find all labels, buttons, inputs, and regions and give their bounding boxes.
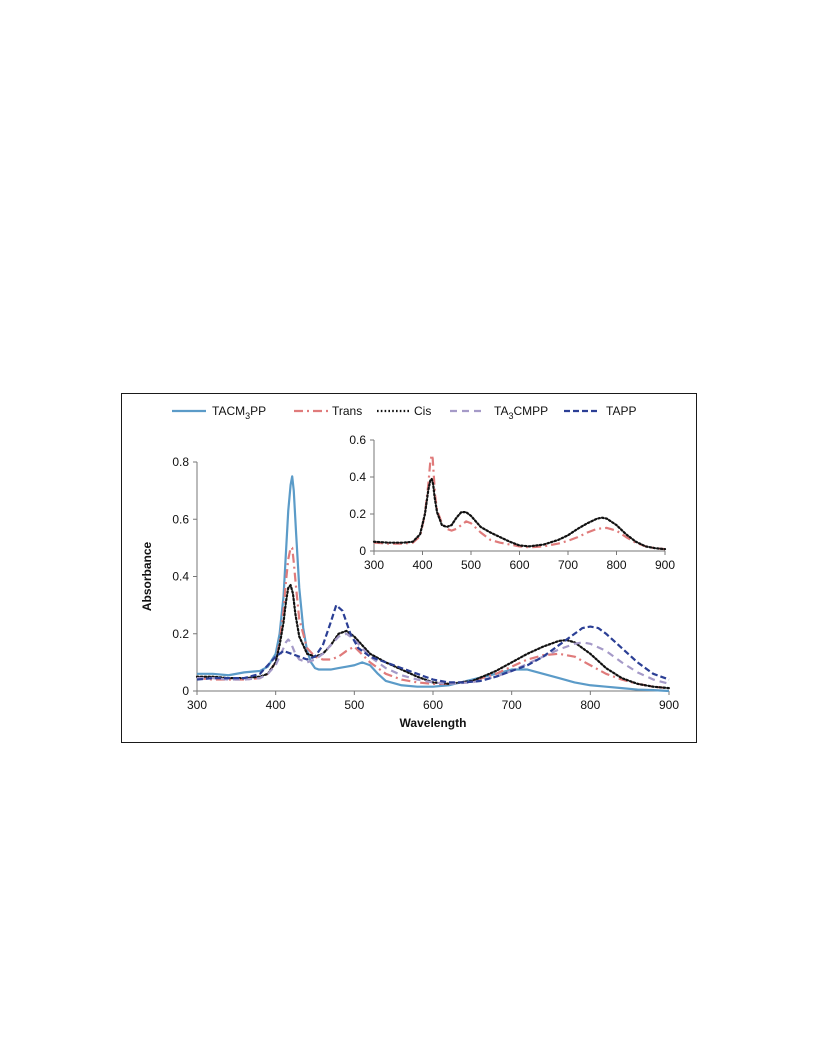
- main-y-tick-label: 0.8: [172, 455, 189, 469]
- main-x-tick-label: 700: [502, 698, 522, 712]
- chart-canvas: TACM3PP Trans Cis TA3CMPP TAPP 0 0.2 0.4 0.6 0.8…: [140, 404, 679, 730]
- inset-x-tick-label: 300: [364, 558, 384, 572]
- main-y-tick-label: 0.2: [172, 627, 189, 641]
- inset-x-tick-label: 600: [509, 558, 529, 572]
- main-x-axis-title: Wavelength: [400, 716, 467, 730]
- main-series-tapp: [196, 604, 670, 684]
- legend: TACM3PP Trans Cis TA3CMPP TAPP: [172, 404, 636, 421]
- main-y-axis-title: Absorbance: [140, 542, 154, 612]
- main-series-tacm3pp: [197, 475, 670, 693]
- main-y-tick-label: 0: [182, 684, 189, 698]
- legend-label-cis: Cis: [414, 404, 431, 418]
- main-x-tick-label: 400: [266, 698, 286, 712]
- inset-y-tick-label: 0: [359, 544, 366, 558]
- inset-x-tick-label: 500: [461, 558, 481, 572]
- main-plot: 0 0.2 0.4 0.6 0.8 300 400 500 600 700 800 900 Wavele…: [140, 455, 679, 730]
- inset-x-tick-label: 800: [606, 558, 626, 572]
- inset-y-tick-label: 0.6: [349, 433, 366, 447]
- main-x-tick-label: 300: [187, 698, 207, 712]
- inset-x-tick-label: 900: [655, 558, 675, 572]
- inset-y-tick-label: 0.4: [349, 470, 366, 484]
- main-y-tick-label: 0.6: [172, 512, 189, 526]
- main-series-ta3cmpp: [197, 632, 670, 685]
- legend-label-tapp: TAPP: [606, 404, 636, 418]
- inset-plot: 0 0.2 0.4 0.6 300 400 500 600 700 800 900: [349, 433, 675, 572]
- inset-x-tick-label: 700: [558, 558, 578, 572]
- legend-label-ta3cmpp: TA3CMPP: [494, 404, 548, 421]
- inset-series-cis: [372, 477, 667, 551]
- main-x-tick-label: 900: [659, 698, 679, 712]
- legend-label-tacm3pp: TACM3PP: [212, 404, 266, 421]
- main-y-tick-label: 0.4: [172, 570, 189, 584]
- main-x-tick-label: 600: [423, 698, 443, 712]
- inset-series-trans: [373, 453, 666, 551]
- legend-label-trans: Trans: [332, 404, 362, 418]
- inset-x-tick-label: 400: [412, 558, 432, 572]
- main-x-tick-label: 800: [580, 698, 600, 712]
- main-x-tick-label: 500: [344, 698, 364, 712]
- chart-figure: TACM3PP Trans Cis TA3CMPP TAPP 0 0.2 0.4 0.6 0.8…: [121, 393, 697, 743]
- inset-y-tick-label: 0.2: [349, 507, 366, 521]
